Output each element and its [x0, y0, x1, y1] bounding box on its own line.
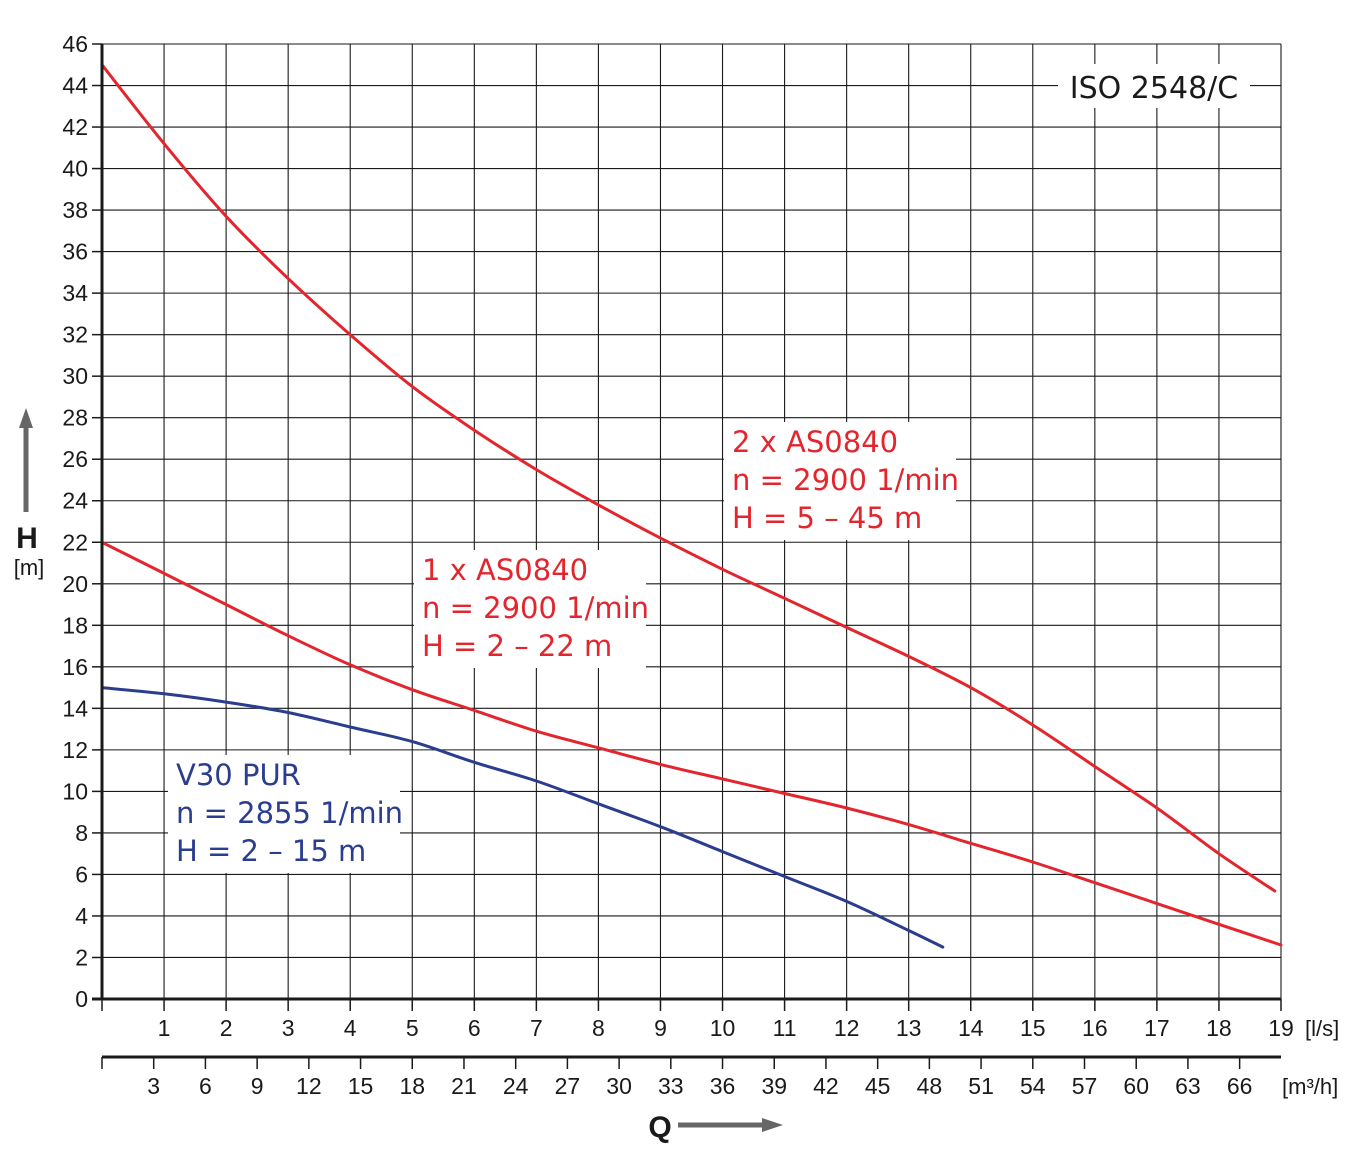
x-axis-label: Q [648, 1111, 783, 1144]
x-axis-title: Q [648, 1111, 671, 1144]
series-label-line: H = 2 – 22 m [422, 629, 612, 663]
y-tick-label: 22 [62, 529, 88, 555]
x2-axis-unit: [m³/h] [1282, 1074, 1338, 1099]
x2-tick-label: 45 [865, 1073, 891, 1099]
x-tick-label: 1 [158, 1015, 171, 1041]
y-tick-label: 36 [62, 239, 88, 265]
x-tick-label: 3 [282, 1015, 295, 1041]
x-tick-label: 11 [773, 1015, 797, 1041]
series-labels: 2 x AS0840 n = 2900 1/min H = 5 – 45 m 1 x … [168, 422, 959, 873]
series-label-line: n = 2900 1/min [422, 591, 649, 625]
y-tick-label: 18 [62, 612, 88, 638]
x2-tick-label: 6 [199, 1073, 212, 1099]
y-tick-label: 46 [62, 31, 88, 57]
x2-tick-label: 57 [1072, 1073, 1098, 1099]
standard-label: ISO 2548/C [1070, 71, 1238, 106]
series-label-2: V30 PUR n = 2855 1/min H = 2 – 15 m [168, 755, 403, 873]
y-tick-label: 42 [62, 114, 88, 140]
y-tick-label: 0 [75, 986, 88, 1012]
x-axis-unit: [l/s] [1305, 1016, 1339, 1041]
x-tick-label: 10 [710, 1015, 736, 1041]
series-label-bg [168, 755, 400, 873]
x2-tick-label: 60 [1123, 1073, 1149, 1099]
y-tick-label: 44 [62, 73, 88, 99]
x-tick-label: 7 [530, 1015, 543, 1041]
series-label-line: n = 2855 1/min [176, 796, 403, 830]
series-label-bg [414, 550, 646, 668]
x-tick-label: 6 [468, 1015, 481, 1041]
series-label-line: 2 x AS0840 [732, 425, 898, 459]
x2-tick-label: 9 [251, 1073, 264, 1099]
x2-tick-label: 63 [1175, 1073, 1201, 1099]
curves [100, 63, 1283, 949]
y-tick-label: 40 [62, 156, 88, 182]
x2-tick-label: 24 [503, 1073, 529, 1099]
y-tick-label: 26 [62, 446, 88, 472]
series-label-line: V30 PUR [176, 758, 301, 792]
x2-tick-label: 39 [761, 1073, 787, 1099]
series-line-2 [100, 686, 945, 949]
series-line-1 [100, 540, 1283, 947]
y-axis-label: H [m] [14, 408, 45, 580]
y-tick-label: 16 [62, 654, 88, 680]
y-tick-label: 14 [62, 695, 88, 721]
x-tick-label: 17 [1144, 1015, 1170, 1041]
x-tick-label: 2 [220, 1015, 233, 1041]
series-label-bg [724, 422, 956, 540]
x2-tick-label: 66 [1227, 1073, 1253, 1099]
x2-tick-label: 3 [147, 1073, 160, 1099]
x-axis-arrow-head [762, 1118, 783, 1132]
series-label-line: n = 2900 1/min [732, 463, 959, 497]
standard-label-bg [1058, 64, 1250, 108]
series-label-line: 1 x AS0840 [422, 553, 588, 587]
x-tick-label: 18 [1206, 1015, 1232, 1041]
y-tick-label: 20 [62, 571, 88, 597]
y-tick-label: 4 [75, 903, 88, 929]
x-tick-label: 12 [834, 1015, 860, 1041]
y-tick-label: 12 [62, 737, 88, 763]
series-label-line: H = 2 – 15 m [176, 834, 366, 868]
y-axis-unit: [m] [14, 555, 45, 580]
series-label-0: 2 x AS0840 n = 2900 1/min H = 5 – 45 m [724, 422, 959, 540]
x2-tick-label: 27 [555, 1073, 581, 1099]
x-tick-label: 19 [1268, 1015, 1294, 1041]
x-tick-label: 14 [958, 1015, 984, 1041]
x2-tick-label: 33 [658, 1073, 684, 1099]
y-tick-label: 30 [62, 363, 88, 389]
x2-tick-label: 42 [813, 1073, 839, 1099]
x-tick-label: 9 [654, 1015, 667, 1041]
x2-tick-label: 51 [968, 1073, 994, 1099]
x2-tick-label: 30 [606, 1073, 632, 1099]
x2-tick-label: 15 [348, 1073, 374, 1099]
y-axis-arrow-head [19, 408, 33, 428]
x2-tick-label: 21 [451, 1073, 477, 1099]
x2-tick-label: 54 [1020, 1073, 1046, 1099]
x-tick-label: 16 [1082, 1015, 1108, 1041]
y-axis-title: H [16, 522, 38, 555]
series-label-1: 1 x AS0840 n = 2900 1/min H = 2 – 22 m [414, 550, 649, 668]
y-tick-label: 8 [75, 820, 88, 846]
axes: 0246810121416182022242628303234363840424… [62, 31, 1339, 1099]
y-tick-label: 10 [62, 778, 88, 804]
y-tick-label: 6 [75, 861, 88, 887]
y-tick-label: 32 [62, 322, 88, 348]
y-tick-label: 38 [62, 197, 88, 223]
y-tick-label: 2 [75, 944, 88, 970]
x-tick-label: 5 [406, 1015, 419, 1041]
x-tick-label: 13 [896, 1015, 922, 1041]
y-tick-label: 28 [62, 405, 88, 431]
x-tick-label: 4 [344, 1015, 357, 1041]
x-tick-label: 8 [592, 1015, 605, 1041]
series-line-0 [100, 63, 1277, 893]
grid [102, 43, 1282, 999]
x-tick-label: 15 [1020, 1015, 1046, 1041]
x2-tick-label: 36 [710, 1073, 736, 1099]
y-tick-label: 34 [62, 280, 88, 306]
x2-tick-label: 48 [917, 1073, 943, 1099]
y-tick-label: 24 [62, 488, 88, 514]
series-label-line: H = 5 – 45 m [732, 501, 922, 535]
x2-tick-label: 12 [296, 1073, 322, 1099]
x2-tick-label: 18 [399, 1073, 425, 1099]
